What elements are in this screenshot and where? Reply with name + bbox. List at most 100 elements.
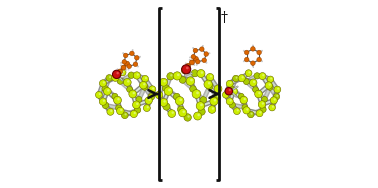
Circle shape <box>133 72 141 79</box>
Circle shape <box>125 61 130 66</box>
Circle shape <box>267 84 273 90</box>
Circle shape <box>149 86 156 93</box>
Circle shape <box>107 89 110 92</box>
Circle shape <box>226 80 233 87</box>
Circle shape <box>259 73 266 80</box>
Circle shape <box>209 52 211 54</box>
Circle shape <box>149 99 151 101</box>
Circle shape <box>232 75 239 82</box>
Circle shape <box>243 98 246 100</box>
Circle shape <box>200 47 204 51</box>
Circle shape <box>123 78 132 86</box>
Circle shape <box>238 74 245 82</box>
Circle shape <box>133 92 135 94</box>
Circle shape <box>197 70 205 77</box>
Circle shape <box>116 107 124 115</box>
Circle shape <box>102 102 109 109</box>
Circle shape <box>254 73 260 79</box>
Circle shape <box>214 85 222 93</box>
Circle shape <box>117 78 123 84</box>
Circle shape <box>253 87 259 93</box>
Circle shape <box>243 79 249 85</box>
Circle shape <box>182 65 191 74</box>
Circle shape <box>113 70 121 79</box>
Circle shape <box>178 108 187 117</box>
Circle shape <box>186 67 189 69</box>
Circle shape <box>251 47 255 51</box>
Circle shape <box>257 50 261 55</box>
Circle shape <box>186 64 191 68</box>
Circle shape <box>117 78 124 84</box>
Circle shape <box>193 55 195 57</box>
Circle shape <box>172 111 174 114</box>
Circle shape <box>206 62 208 64</box>
Circle shape <box>160 98 167 106</box>
Circle shape <box>193 64 195 66</box>
Circle shape <box>107 108 114 115</box>
Circle shape <box>177 106 184 113</box>
Circle shape <box>178 106 184 113</box>
Circle shape <box>110 110 112 112</box>
Circle shape <box>267 76 274 83</box>
Circle shape <box>208 105 216 114</box>
Circle shape <box>253 81 256 83</box>
Circle shape <box>243 107 250 114</box>
Circle shape <box>186 77 195 85</box>
Circle shape <box>229 89 231 91</box>
Circle shape <box>273 93 280 100</box>
Circle shape <box>145 97 152 105</box>
Circle shape <box>208 82 211 85</box>
Circle shape <box>136 103 139 105</box>
Circle shape <box>127 80 130 83</box>
Circle shape <box>130 51 134 56</box>
Circle shape <box>252 66 254 67</box>
Circle shape <box>116 107 124 115</box>
Circle shape <box>201 71 203 74</box>
Circle shape <box>179 76 186 83</box>
Circle shape <box>124 53 128 58</box>
Circle shape <box>269 104 276 111</box>
Circle shape <box>173 72 181 80</box>
Circle shape <box>260 106 266 113</box>
Circle shape <box>136 73 139 76</box>
Circle shape <box>155 91 163 99</box>
Circle shape <box>267 84 273 90</box>
Circle shape <box>206 83 213 90</box>
Circle shape <box>191 70 198 77</box>
Circle shape <box>226 98 234 105</box>
Circle shape <box>139 56 141 58</box>
Circle shape <box>190 79 193 81</box>
Circle shape <box>132 49 133 51</box>
Circle shape <box>191 70 198 77</box>
Circle shape <box>125 69 127 71</box>
Circle shape <box>99 80 107 87</box>
Circle shape <box>118 69 122 74</box>
Circle shape <box>136 96 142 103</box>
Circle shape <box>103 99 105 102</box>
Circle shape <box>206 74 214 81</box>
Circle shape <box>106 74 113 81</box>
Text: †: † <box>221 11 228 25</box>
Circle shape <box>102 85 108 92</box>
Circle shape <box>270 97 277 104</box>
Circle shape <box>179 77 186 83</box>
Circle shape <box>121 112 128 119</box>
Circle shape <box>170 74 173 77</box>
Circle shape <box>218 87 220 89</box>
Circle shape <box>129 90 137 98</box>
Circle shape <box>189 59 191 61</box>
Circle shape <box>175 96 184 105</box>
Circle shape <box>164 87 173 95</box>
Circle shape <box>133 62 138 67</box>
Circle shape <box>133 101 140 109</box>
Circle shape <box>270 97 277 104</box>
Circle shape <box>273 93 280 100</box>
Circle shape <box>277 88 279 90</box>
Circle shape <box>135 55 139 60</box>
Circle shape <box>181 66 189 74</box>
Circle shape <box>242 104 248 111</box>
Circle shape <box>208 106 216 113</box>
Circle shape <box>254 73 260 79</box>
Circle shape <box>160 98 168 107</box>
Circle shape <box>268 83 271 86</box>
